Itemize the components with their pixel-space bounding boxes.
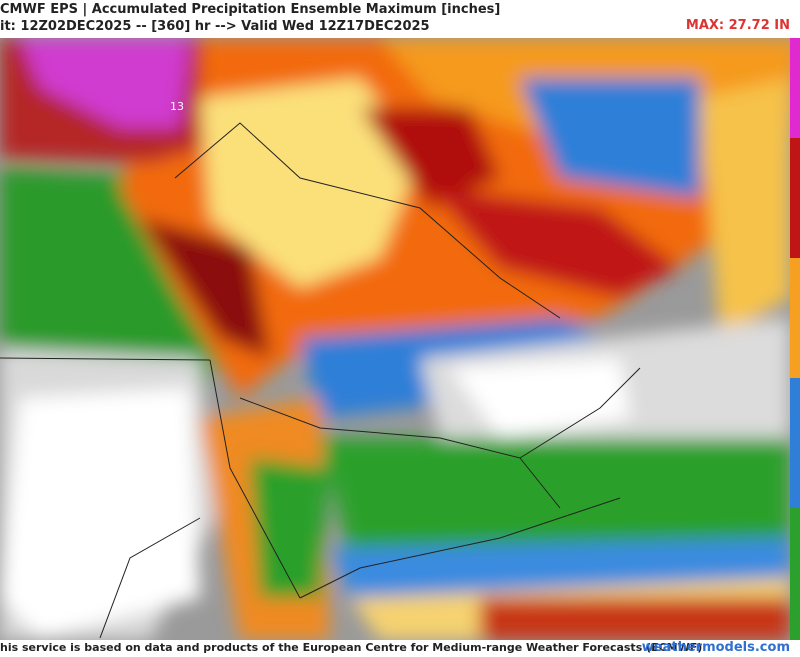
title: CMWF EPS | Accumulated Precipitation Ens… bbox=[0, 2, 501, 17]
max-label: MAX: 27.72 IN bbox=[685, 18, 790, 33]
color-bar bbox=[790, 38, 800, 640]
borders bbox=[0, 122, 641, 639]
map: 13 bbox=[0, 38, 800, 640]
subtitle: it: 12Z02DEC2025 -- [360] hr --> Valid W… bbox=[0, 19, 430, 34]
site-link[interactable]: weathermodels.com bbox=[641, 640, 790, 655]
point-label: 13 bbox=[170, 100, 184, 113]
precip-field bbox=[0, 38, 800, 640]
credit: his service is based on data and product… bbox=[0, 641, 703, 654]
